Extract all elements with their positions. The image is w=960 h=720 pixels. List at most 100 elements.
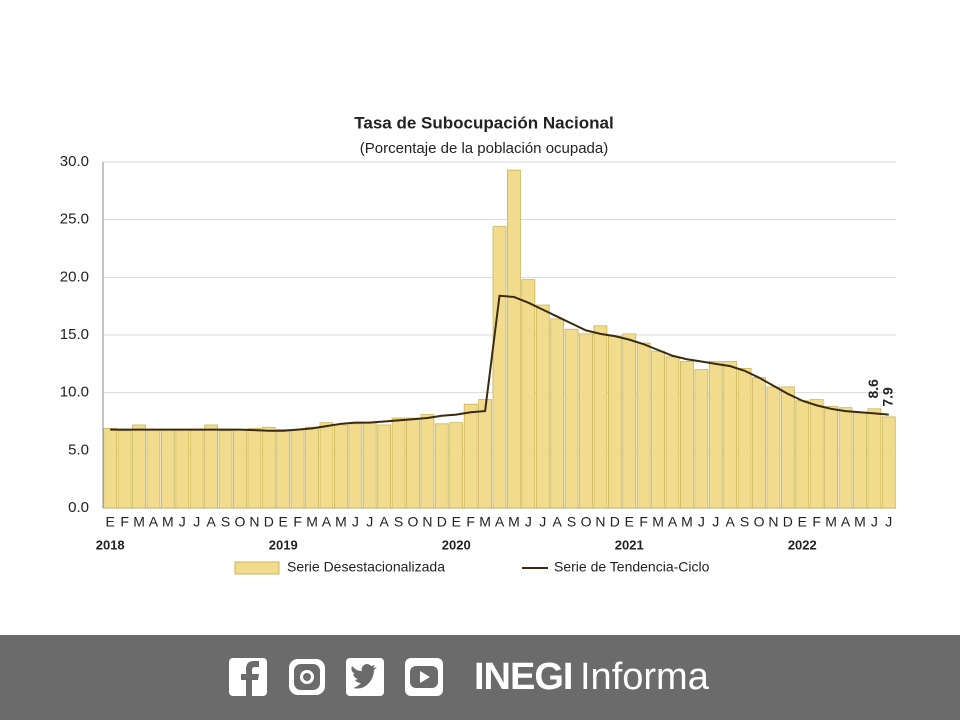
bar xyxy=(766,386,781,509)
x-tick-label: F xyxy=(293,514,302,530)
x-tick-label: F xyxy=(466,514,475,530)
legend-label: Serie Desestacionalizada xyxy=(287,559,445,575)
bar xyxy=(564,328,579,509)
y-tick-label: 15.0 xyxy=(60,326,89,343)
bar xyxy=(636,342,651,509)
x-tick-label: J xyxy=(525,514,532,530)
x-tick-label: E xyxy=(798,514,807,530)
bar xyxy=(478,399,492,509)
bar xyxy=(463,403,478,509)
x-tick-label: A xyxy=(149,514,159,530)
x-tick-label: O xyxy=(235,514,246,530)
bar xyxy=(175,429,190,509)
year-label: 2020 xyxy=(442,537,471,552)
x-tick-label: M xyxy=(479,514,491,530)
x-tick-label: D xyxy=(437,514,447,530)
year-label: 2019 xyxy=(269,537,298,552)
y-tick-label: 0.0 xyxy=(68,499,89,516)
x-tick-label: O xyxy=(408,514,419,530)
x-tick-label: E xyxy=(452,514,461,530)
x-tick-label: O xyxy=(581,514,592,530)
bar xyxy=(449,422,464,509)
x-tick-label: J xyxy=(539,514,546,530)
x-tick-label: A xyxy=(322,514,332,530)
footer-brand: INEGI xyxy=(474,656,572,698)
x-tick-label: A xyxy=(495,514,505,530)
bar xyxy=(218,430,233,509)
bar xyxy=(795,400,810,509)
x-tick-label: F xyxy=(639,514,648,530)
bar xyxy=(694,369,709,509)
y-tick-label: 25.0 xyxy=(60,211,89,228)
x-tick-label: D xyxy=(783,514,793,530)
bar xyxy=(261,426,276,509)
bar xyxy=(233,429,247,509)
x-tick-label: O xyxy=(754,514,765,530)
bar xyxy=(377,424,392,509)
bar xyxy=(189,429,204,509)
bar xyxy=(521,279,536,509)
bar xyxy=(391,417,406,509)
x-tick-label: A xyxy=(726,514,736,530)
trend-line xyxy=(110,294,889,432)
footer-band xyxy=(0,635,960,720)
year-label: 2022 xyxy=(788,537,817,552)
year-label: 2021 xyxy=(615,537,644,552)
twitter-glyph xyxy=(351,664,377,689)
y-tick-label: 5.0 xyxy=(68,441,89,458)
bar xyxy=(132,424,146,509)
data-label: 7.9 xyxy=(879,387,895,407)
x-tick-label: A xyxy=(379,514,389,530)
bar xyxy=(348,423,363,509)
x-tick-label: J xyxy=(698,514,705,530)
x-tick-label: N xyxy=(768,514,778,530)
bar xyxy=(362,422,377,509)
x-tick-label: F xyxy=(812,514,821,530)
data-label: 8.6 xyxy=(865,379,881,399)
bar xyxy=(780,386,795,509)
bar xyxy=(117,430,132,509)
bar xyxy=(276,429,291,509)
bar xyxy=(622,333,637,509)
x-tick-label: E xyxy=(625,514,634,530)
x-tick-label: J xyxy=(352,514,359,530)
bar xyxy=(146,429,161,509)
bar xyxy=(305,426,319,509)
year-label: 2018 xyxy=(96,537,125,552)
instagram-lens-inner xyxy=(303,673,311,681)
bar xyxy=(723,361,738,509)
bar xyxy=(708,361,723,509)
x-tick-label: F xyxy=(120,514,129,530)
x-tick-label: N xyxy=(422,514,432,530)
bar xyxy=(247,428,262,509)
youtube-play xyxy=(420,671,430,683)
chart-title: Tasa de Subocupación Nacional xyxy=(354,113,613,132)
bar xyxy=(535,304,550,509)
bar xyxy=(492,226,507,509)
bar xyxy=(824,406,839,509)
bar xyxy=(680,361,694,509)
bar xyxy=(881,416,896,509)
facebook-glyph xyxy=(241,661,259,696)
bar xyxy=(550,318,565,509)
y-tick-label: 10.0 xyxy=(60,384,89,401)
x-tick-label: J xyxy=(871,514,878,530)
legend-label: Serie de Tendencia-Ciclo xyxy=(554,559,710,575)
x-tick-label: J xyxy=(885,514,892,530)
bar xyxy=(319,422,334,509)
bar xyxy=(434,423,449,509)
bar xyxy=(103,428,118,509)
x-tick-label: M xyxy=(162,514,174,530)
x-tick-label: A xyxy=(668,514,678,530)
bar xyxy=(334,424,348,509)
x-tick-label: J xyxy=(712,514,719,530)
social-icons xyxy=(229,658,443,696)
bar xyxy=(290,429,305,509)
bar xyxy=(579,333,593,509)
bar xyxy=(737,368,752,509)
x-tick-label: S xyxy=(221,514,230,530)
x-tick-label: M xyxy=(508,514,520,530)
x-tick-label: M xyxy=(854,514,866,530)
bar xyxy=(593,325,608,509)
